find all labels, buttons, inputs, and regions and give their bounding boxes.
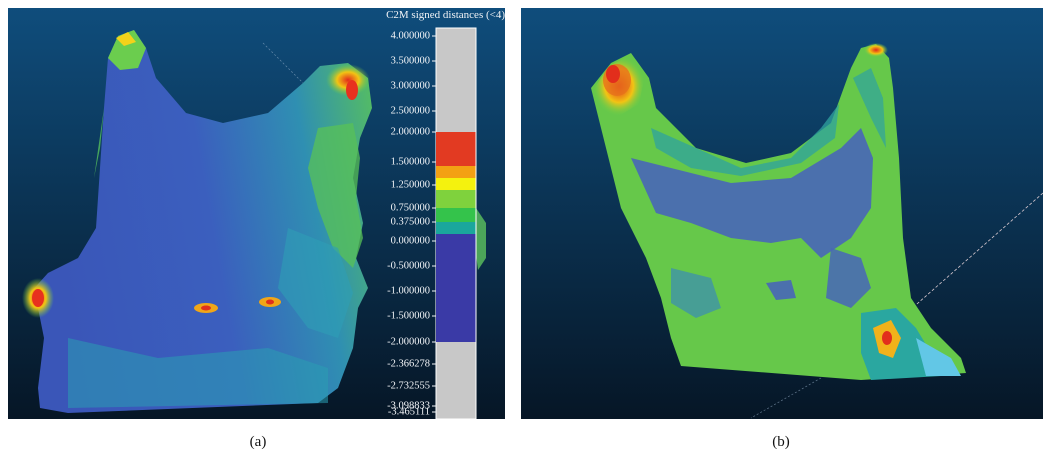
- scalar-tick-label: -2.732555: [387, 381, 436, 392]
- scalar-tick-label: 1.250000: [391, 180, 436, 191]
- scalar-bar-labels: 4.000000 3.500000 3.000000 2.500000 2.000000…: [360, 8, 436, 419]
- mesh-render-a: [8, 8, 505, 419]
- scalar-tick-label: -1.500000: [387, 311, 436, 322]
- scalar-tick-label: 4.000000: [391, 31, 436, 42]
- mesh-render-b: [521, 8, 1043, 419]
- scalar-tick-label: -1.000000: [387, 286, 436, 297]
- caption-b: (b): [772, 434, 790, 450]
- scalar-tick-label: 0.375000: [391, 217, 436, 228]
- scalar-tick-label: -0.500000: [387, 261, 436, 272]
- scalar-tick-label: 2.500000: [391, 106, 436, 117]
- scalar-tick-label: -2.366278: [387, 359, 436, 370]
- scalar-bar: [435, 27, 477, 419]
- scalar-tick-label: 0.750000: [391, 203, 436, 214]
- scalar-tick-label: 0.000000: [391, 236, 436, 247]
- mandible-mesh-a: [30, 30, 372, 413]
- scalar-tick-label: 3.500000: [391, 56, 436, 67]
- caption-a: (a): [249, 434, 267, 450]
- viewport-a: C2M signed distances (<4) 4.000000 3.5000…: [8, 8, 505, 419]
- scalar-tick-label: -3.465111: [388, 407, 436, 418]
- viewport-b: [521, 8, 1043, 419]
- scalar-tick-label: 3.000000: [391, 81, 436, 92]
- scalar-tick-label: 2.000000: [391, 127, 436, 138]
- scalar-tick-label: -2.000000: [387, 337, 436, 348]
- scalar-tick-label: 1.500000: [391, 157, 436, 168]
- scalar-bar-title: C2M signed distances (<4): [386, 9, 505, 21]
